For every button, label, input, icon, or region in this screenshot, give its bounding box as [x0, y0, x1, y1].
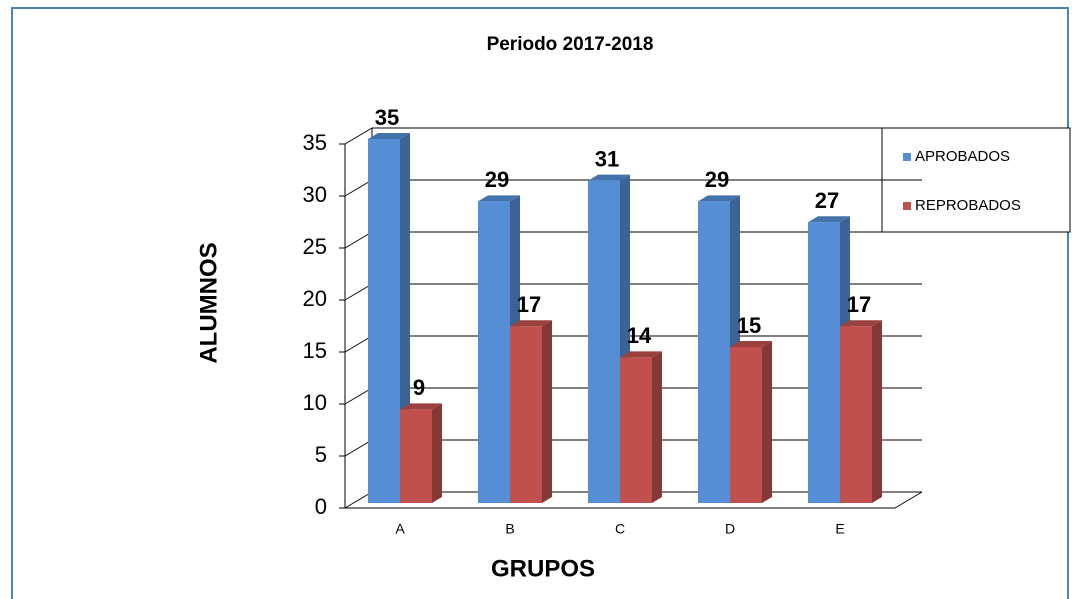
grid-line: [344, 179, 373, 197]
value-label: 17: [517, 292, 541, 317]
bar-side: [762, 341, 772, 503]
y-tick-label: 30: [303, 182, 327, 207]
bar-top: [620, 351, 662, 358]
bar-front: [478, 201, 510, 503]
legend-swatch: [903, 202, 911, 210]
y-tick-label: 10: [303, 390, 327, 415]
y-tick-label: 25: [303, 234, 327, 259]
bar-top: [478, 195, 520, 202]
bar-front: [400, 409, 432, 503]
x-axis-title: GRUPOS: [491, 555, 595, 582]
grid-line: [344, 439, 373, 457]
value-label: 17: [847, 292, 871, 317]
wall-edge: [894, 491, 923, 509]
bar-front: [808, 222, 840, 503]
bar-top: [368, 133, 410, 139]
value-label: 29: [705, 167, 729, 192]
grid-line: [344, 387, 373, 405]
bar-front: [698, 201, 730, 503]
value-label: 9: [413, 375, 425, 400]
y-tick-label: 5: [315, 442, 327, 467]
chart-title: Periodo 2017-2018: [487, 34, 654, 55]
legend-label: REPROBADOS: [915, 197, 1021, 214]
bar-front: [620, 357, 652, 503]
bar: [730, 341, 772, 503]
bar-side: [652, 351, 662, 503]
bar-top: [698, 195, 740, 202]
x-tick-label: E: [835, 521, 844, 537]
y-tick-label: 15: [303, 338, 327, 363]
x-tick-label: D: [725, 521, 735, 537]
y-tick-label: 20: [303, 286, 327, 311]
bar-front: [588, 180, 620, 503]
legend-label: APROBADOS: [915, 148, 1010, 165]
value-label: 35: [375, 105, 399, 130]
value-label: 15: [737, 313, 761, 338]
bar: [400, 403, 442, 503]
value-label: 29: [485, 167, 509, 192]
y-tick-label: 0: [315, 494, 327, 519]
value-label: 31: [595, 146, 619, 171]
grid-line: [344, 491, 373, 509]
bar-front: [510, 326, 542, 503]
bar-top: [510, 320, 552, 327]
legend-swatch: [903, 153, 911, 161]
bar-front: [840, 326, 872, 503]
bar-front: [730, 347, 762, 503]
bar-top: [730, 341, 772, 347]
grid-line: [344, 283, 373, 301]
grid-line: [344, 231, 373, 249]
x-tick-label: A: [395, 521, 405, 537]
bar: [620, 351, 662, 503]
bar: [840, 320, 882, 503]
bar: [510, 320, 552, 503]
y-axis-title: ALUMNOS: [195, 242, 222, 363]
bar-side: [542, 320, 552, 503]
bar-top: [840, 320, 882, 327]
value-label: 14: [627, 323, 652, 348]
x-tick-label: B: [505, 521, 514, 537]
grid-line: [344, 127, 373, 145]
grid-line: [344, 335, 373, 353]
value-label: 27: [815, 188, 839, 213]
bar: [808, 216, 850, 503]
bar-side: [432, 403, 442, 503]
bar-top: [400, 403, 442, 410]
x-tick-label: C: [615, 521, 625, 537]
bar-top: [588, 174, 630, 181]
bar-top: [808, 216, 850, 223]
bar-front: [368, 139, 400, 503]
y-tick-label: 35: [303, 130, 327, 155]
bar-side: [872, 320, 882, 503]
